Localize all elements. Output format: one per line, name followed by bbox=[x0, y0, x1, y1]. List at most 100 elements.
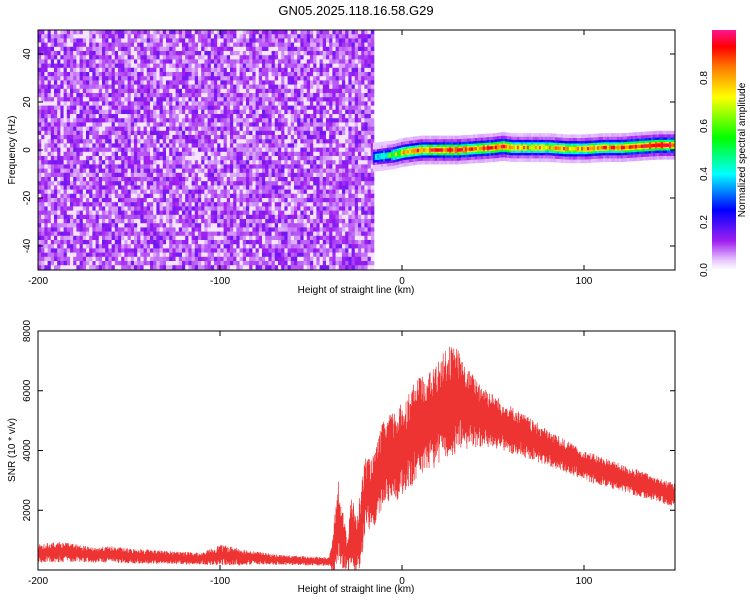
spectrogram-cell bbox=[169, 42, 173, 48]
spectrogram-cell bbox=[188, 189, 192, 195]
spectrogram-cell bbox=[249, 256, 253, 262]
spectrogram-cell bbox=[262, 181, 266, 186]
spectrogram-cell bbox=[278, 59, 282, 64]
spectrogram-cell bbox=[150, 114, 154, 119]
spectrogram-cell bbox=[236, 72, 240, 77]
spectrogram-cell bbox=[278, 109, 282, 115]
spectrogram-cell bbox=[92, 88, 96, 94]
spectrogram-cell bbox=[162, 235, 167, 241]
spectrogram-cell bbox=[182, 46, 186, 52]
spectrogram-cell bbox=[159, 168, 164, 174]
spectrogram-cell bbox=[246, 198, 250, 203]
spectrogram-cell bbox=[124, 84, 128, 90]
spectrogram-cell bbox=[236, 147, 240, 153]
spectrogram-cell bbox=[300, 80, 304, 85]
spectrogram-cell bbox=[194, 252, 199, 258]
spectrogram-cell bbox=[82, 193, 87, 199]
spectrogram-cell bbox=[252, 160, 256, 165]
spectrogram-cell bbox=[210, 223, 215, 228]
spectrogram-cell bbox=[239, 130, 244, 136]
spectrogram-cell bbox=[44, 46, 48, 52]
spectrogram-cell bbox=[156, 172, 160, 178]
spectrogram-cell bbox=[185, 172, 189, 178]
spectrogram-cell bbox=[262, 80, 266, 85]
spectrogram-cell bbox=[204, 164, 208, 169]
spectrogram-cell bbox=[281, 114, 285, 119]
spectrogram-cell bbox=[188, 51, 192, 56]
spectrogram-cell bbox=[124, 30, 128, 35]
spectrogram-cell bbox=[124, 67, 128, 73]
spectrogram-cell bbox=[246, 202, 250, 207]
spectrogram-cell bbox=[214, 198, 218, 203]
spectrogram-cell bbox=[118, 181, 122, 186]
spectrogram-cell bbox=[194, 261, 199, 266]
spectrogram-cell bbox=[102, 80, 106, 85]
spectrogram-cell bbox=[233, 34, 237, 39]
spectrogram-cell bbox=[86, 219, 90, 224]
spectrogram-cell bbox=[258, 160, 263, 165]
spectrogram-cell bbox=[223, 139, 228, 144]
spectrogram-cell bbox=[121, 181, 125, 186]
spectrogram-cell bbox=[252, 156, 256, 161]
spectrogram-cell bbox=[226, 105, 231, 111]
spectrogram-cell bbox=[156, 252, 160, 258]
spectrogram-cell bbox=[252, 219, 256, 224]
spectrogram-cell bbox=[310, 135, 314, 140]
spectrogram-cell bbox=[38, 118, 42, 123]
spectrogram-cell bbox=[178, 181, 183, 186]
spectrogram-cell bbox=[66, 177, 71, 182]
spectrogram-cell bbox=[166, 185, 170, 190]
spectrogram-cell bbox=[108, 114, 112, 119]
spectrogram-cell bbox=[124, 172, 128, 178]
spectrogram-cell bbox=[162, 156, 167, 161]
spectrogram-cell bbox=[102, 88, 106, 94]
spectrogram-cell bbox=[134, 101, 138, 106]
spectrogram-cell bbox=[188, 206, 192, 211]
spectrogram-cell bbox=[207, 185, 212, 190]
spectrogram-cell bbox=[54, 223, 58, 228]
spectrogram-cell bbox=[242, 30, 247, 35]
spectrogram-cell bbox=[252, 135, 256, 140]
spectrogram-cell bbox=[146, 72, 151, 77]
spectrogram-cell bbox=[146, 160, 151, 165]
spectrogram-cell bbox=[118, 126, 122, 132]
spectrogram-cell bbox=[185, 88, 189, 94]
spectrogram-cell bbox=[306, 172, 311, 178]
spectrogram-cell bbox=[284, 114, 288, 119]
spectrogram-cell bbox=[290, 42, 295, 48]
spectrogram-cell bbox=[150, 55, 154, 60]
spectrogram-cell bbox=[143, 114, 148, 119]
spectrogram-cell bbox=[146, 244, 151, 249]
spectrogram-cell bbox=[169, 34, 173, 39]
spectrogram-cell bbox=[111, 256, 116, 262]
spectrogram-cell bbox=[140, 244, 144, 249]
spectrogram-cell bbox=[204, 46, 208, 52]
spectrogram-cell bbox=[230, 181, 234, 186]
spectrogram-cell bbox=[239, 181, 244, 186]
spectrogram-cell bbox=[230, 160, 234, 165]
spectrogram-cell bbox=[38, 151, 42, 157]
spectrogram-cell bbox=[207, 93, 212, 98]
spectrogram-cell bbox=[255, 252, 260, 258]
spectrogram-cell bbox=[102, 164, 106, 169]
spectrogram-cell bbox=[38, 185, 42, 190]
spectrogram-cell bbox=[118, 55, 122, 60]
spectrogram-cell bbox=[297, 38, 301, 43]
spectrogram-cell bbox=[306, 59, 311, 64]
spectrogram-cell bbox=[310, 240, 314, 245]
spectrogram-cell bbox=[73, 109, 77, 115]
spectrogram-cell bbox=[194, 164, 199, 169]
spectrogram-cell bbox=[230, 147, 234, 153]
spectrogram-cell bbox=[194, 265, 199, 270]
spectrogram-cell bbox=[137, 240, 141, 245]
spectrogram-cell bbox=[130, 63, 135, 69]
spectrogram-cell bbox=[303, 46, 308, 52]
spectrogram-cell bbox=[76, 265, 80, 270]
spectrogram-cell bbox=[89, 185, 93, 190]
spectrogram-cell bbox=[204, 235, 208, 241]
spectrogram-cell bbox=[124, 93, 128, 98]
spectrogram-cell bbox=[290, 126, 295, 132]
spectrogram-cell bbox=[89, 248, 93, 253]
spectrogram-cell bbox=[230, 34, 234, 39]
spectrogram-cell bbox=[262, 97, 266, 102]
